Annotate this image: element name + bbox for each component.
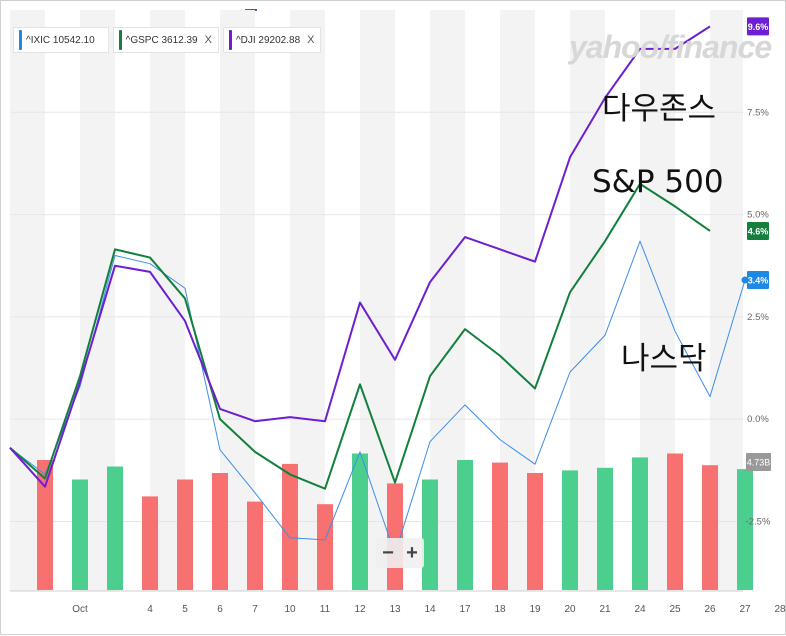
volume-bar: [72, 479, 88, 590]
volume-bar: [352, 453, 368, 590]
series-line-gspc: [9, 182, 711, 490]
x-tick-label: 20: [564, 604, 576, 615]
x-tick-label: 14: [424, 604, 436, 615]
x-tick-label: 26: [704, 604, 716, 615]
volume-bar: [527, 473, 543, 590]
series-lines: [9, 25, 746, 555]
x-tick-label: 12: [354, 604, 366, 615]
y-tick-label: 7.5%: [747, 107, 769, 118]
series-end-dot: [741, 276, 749, 284]
legend-color-swatch: [228, 30, 232, 50]
legend: ^IXIC 10542.10 ^GSPC 3612.39 X ^DJI 2920…: [13, 27, 322, 53]
x-tick-label: 6: [217, 604, 223, 615]
value-badge: [747, 17, 769, 36]
volume-bar: [317, 504, 333, 590]
value-badge-label: 3.4%: [748, 276, 769, 286]
volume-bar: [212, 473, 228, 590]
value-badge: [747, 221, 769, 240]
grid-lines: [10, 111, 743, 522]
zoom-out-button[interactable]: −: [382, 541, 394, 564]
volume-bar: [37, 460, 53, 590]
x-tick-label: 25: [669, 604, 681, 615]
annotation-dow: 다우존스: [602, 91, 717, 127]
x-tick-label: 13: [389, 604, 401, 615]
legend-label: ^IXIC 10542.10: [26, 34, 95, 46]
volume-badge: [746, 453, 771, 471]
volume-bar: [457, 460, 473, 590]
x-axis: Oct 4 5 6 7 10 11 12 13 14 17 18 19 20 21 24 25 26 27 28: [72, 604, 786, 615]
volume-bar: [177, 479, 193, 590]
zoom-in-button[interactable]: +: [406, 541, 418, 564]
y-tick-label: -2.5%: [746, 516, 771, 527]
volume-bar: [737, 469, 753, 590]
volume-bar: [142, 496, 158, 590]
y-tick-label: 5.0%: [747, 210, 769, 221]
y-axis: 7.5% 5.0% 2.5% 0.0% -2.5%: [746, 107, 771, 527]
y-tick-label: 0.0%: [747, 414, 769, 425]
legend-label: ^DJI 29202.88: [235, 34, 301, 46]
annotation-nasdaq: 나스닥: [621, 341, 707, 377]
volume-bar: [282, 463, 298, 590]
volume-bar: [702, 465, 718, 590]
x-tick-label: 7: [252, 604, 258, 615]
volume-badge-label: 4.73B: [747, 458, 771, 468]
x-tick-label: 24: [634, 604, 646, 615]
x-tick-label: 11: [320, 604, 331, 615]
volume-bar: [422, 479, 438, 590]
close-icon[interactable]: X: [307, 34, 315, 46]
x-tick-label: Oct: [72, 604, 88, 615]
legend-label: ^GSPC 3612.39: [125, 34, 198, 46]
legend-item-dji[interactable]: ^DJI 29202.88 X: [222, 27, 322, 53]
annotation-sp500: S&P 500: [592, 164, 724, 200]
zoom-controls: − +: [376, 538, 424, 568]
volume-bar: [107, 466, 123, 590]
volume-bar: [562, 470, 578, 590]
close-icon[interactable]: X: [204, 34, 212, 46]
yahoo-finance-watermark: yahoo/finance: [569, 29, 772, 65]
x-tick-label: 28: [774, 604, 786, 615]
volume-bar: [247, 501, 263, 590]
x-tick-label: 19: [529, 604, 541, 615]
x-tick-label: 18: [494, 604, 506, 615]
y-tick-label: 2.5%: [747, 312, 769, 323]
legend-color-swatch: [19, 30, 22, 50]
volume-bar: [632, 457, 648, 590]
x-tick-label: 5: [182, 604, 188, 615]
volume-bar: [492, 462, 508, 590]
legend-color-swatch: [118, 30, 122, 50]
value-badge: [747, 271, 769, 290]
series-line-dji: [9, 25, 711, 488]
series-line-ixic: [9, 240, 746, 555]
x-tick-label: 4: [147, 604, 153, 615]
x-tick-label: 10: [284, 604, 296, 615]
value-badge-label: 4.6%: [748, 226, 769, 236]
x-tick-label: 27: [739, 604, 751, 615]
x-tick-label: 17: [459, 604, 471, 615]
volume-bar: [667, 453, 683, 590]
value-badge-label: 9.6%: [748, 22, 769, 32]
legend-item-gspc[interactable]: ^GSPC 3612.39 X: [112, 27, 219, 53]
volume-bar: [597, 467, 613, 590]
legend-item-ixic[interactable]: ^IXIC 10542.10: [13, 27, 109, 53]
volume-bars: [37, 453, 753, 590]
x-tick-label: 21: [599, 604, 611, 615]
background-stripes: [10, 10, 743, 591]
